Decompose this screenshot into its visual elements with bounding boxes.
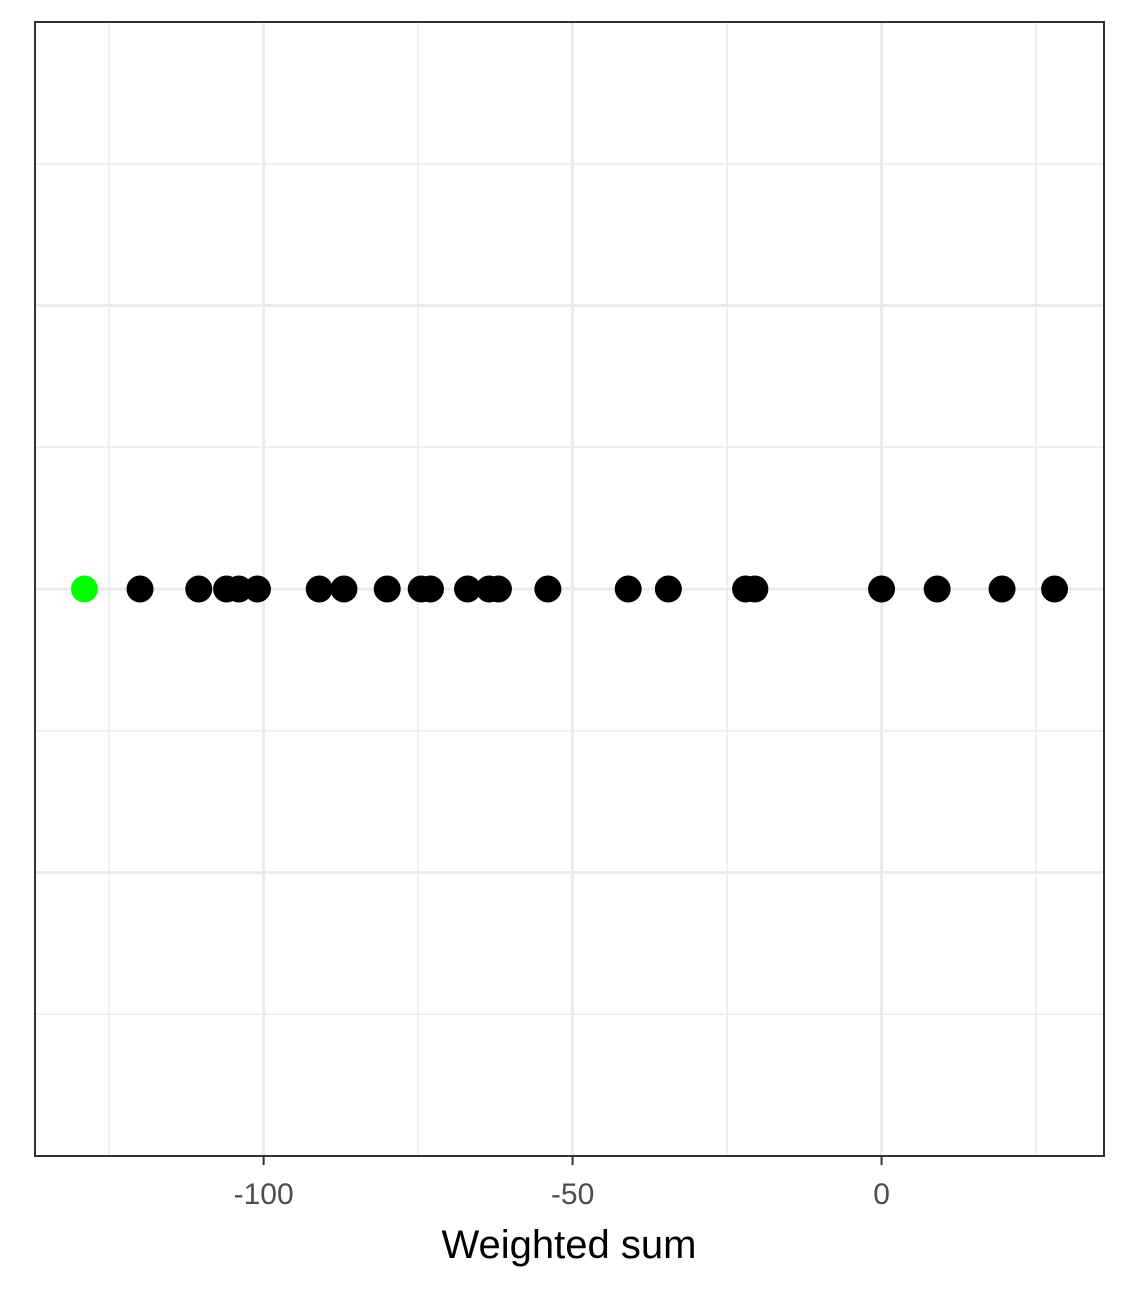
data-point-5: [243, 575, 271, 603]
x-tick-label-2: 0: [873, 1178, 890, 1211]
data-point-11: [454, 575, 482, 603]
panel-border: [34, 21, 1105, 1157]
x-tick-label-1: -50: [551, 1178, 594, 1211]
x-tick-label-0: -100: [234, 1178, 294, 1211]
data-point-2: [185, 575, 213, 603]
data-point-19: [868, 575, 896, 603]
data-point-7: [330, 575, 358, 603]
data-point-15: [614, 575, 642, 603]
data-point-6: [305, 575, 333, 603]
data-point-1: [126, 575, 154, 603]
x-axis: -100 -50 0: [234, 1156, 890, 1211]
data-point-16: [654, 575, 682, 603]
data-point-4: [225, 575, 253, 603]
data-point-10: [416, 575, 444, 603]
data-point-8: [373, 575, 401, 603]
data-point-22: [1041, 575, 1069, 603]
data-points: [70, 575, 1069, 603]
data-point-21: [988, 575, 1016, 603]
x-axis-title: Weighted sum: [442, 1223, 697, 1267]
data-point-18: [741, 575, 769, 603]
data-point-20: [923, 575, 951, 603]
data-point-13: [484, 575, 512, 603]
highlighted-point: [70, 575, 98, 603]
data-point-14: [534, 575, 562, 603]
